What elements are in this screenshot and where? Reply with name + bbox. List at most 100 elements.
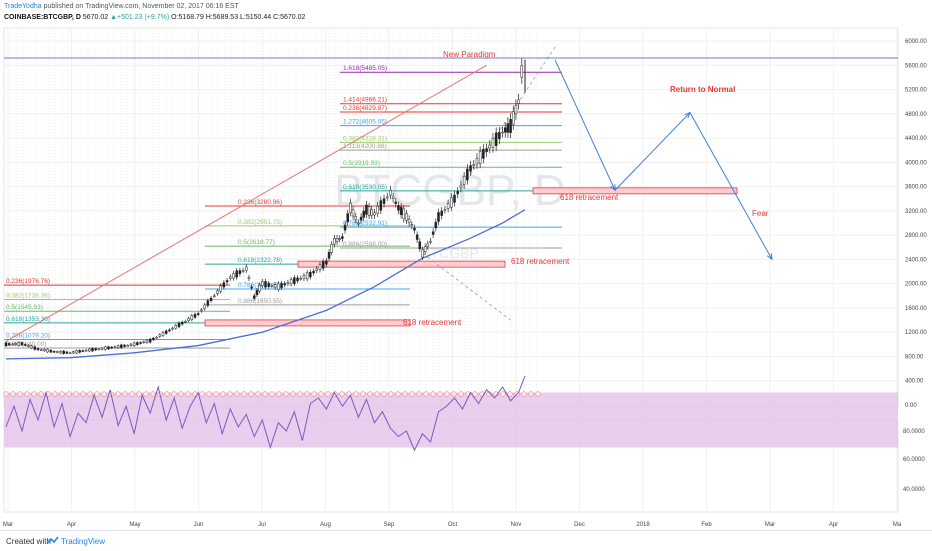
candle-body xyxy=(97,348,101,351)
event-marker xyxy=(437,391,443,397)
fib-level-label: 0.236(4829.87) xyxy=(343,105,387,112)
candle-body xyxy=(280,283,283,288)
candle-body xyxy=(399,206,403,215)
candle-body xyxy=(485,148,488,152)
fib-level-label: 1.618(5485.05) xyxy=(343,65,387,72)
projection-arrow-segment xyxy=(554,59,616,191)
fib-level-label: 0.5(3919.93) xyxy=(343,160,380,167)
x-tick-label: May xyxy=(129,522,140,528)
trendline-upper xyxy=(5,64,487,342)
event-marker xyxy=(101,391,107,397)
candle-body xyxy=(415,234,419,240)
chart-canvas[interactable]: Mar Apr May Jun Jul Aug Sep Oct Nov Dec 2018 Feb Mar… xyxy=(0,0,932,530)
candle-body xyxy=(65,351,69,354)
author-link[interactable]: TradeYodha xyxy=(4,3,42,10)
event-marker xyxy=(423,391,429,397)
event-marker xyxy=(213,391,219,397)
candle-body xyxy=(494,132,498,146)
event-marker xyxy=(94,391,100,397)
dashed-projection-line xyxy=(470,46,556,175)
candle-body xyxy=(299,277,302,280)
tradingview-logo-icon xyxy=(47,536,59,544)
annotation-label: Return to Normal xyxy=(670,85,735,94)
candle-body xyxy=(200,309,203,312)
candle-body xyxy=(501,131,504,134)
candle-body xyxy=(267,283,270,287)
candle-body xyxy=(418,241,422,250)
candle-body xyxy=(241,270,245,272)
fib-level-label: 1.272(4605.05) xyxy=(343,119,387,126)
candle-body xyxy=(196,313,200,315)
candle-body xyxy=(434,221,438,229)
fib-level-label: 0.886(2588.00) xyxy=(343,241,387,248)
event-marker xyxy=(290,391,296,397)
event-marker xyxy=(199,391,205,397)
candle-body xyxy=(245,266,248,271)
event-marker xyxy=(430,391,436,397)
event-marker xyxy=(234,391,240,397)
event-marker xyxy=(31,391,37,397)
tradingview-brand[interactable]: TradingView xyxy=(61,537,106,546)
candle-body xyxy=(123,344,126,347)
projection-arrowhead xyxy=(766,253,773,261)
candle-body xyxy=(365,204,368,215)
fib-level-label: 0.382(2951.73) xyxy=(238,219,282,226)
projection-arrow-segment xyxy=(689,112,773,260)
event-marker xyxy=(381,391,387,397)
rsi-tick-label: 40.0000 xyxy=(903,487,925,493)
event-marker xyxy=(185,391,191,397)
fib-level-label: 1.113(4200.68) xyxy=(343,143,387,150)
candle-body xyxy=(229,276,232,279)
price-tick-label: 2800.00 xyxy=(905,233,927,239)
event-marker xyxy=(59,391,65,397)
candle-body xyxy=(503,127,507,133)
candle-body xyxy=(27,345,30,347)
candle-body xyxy=(250,286,253,289)
footer-bar: Created with TradingView xyxy=(0,530,932,551)
price-change: ▲+501.23 (+9.7%) xyxy=(110,14,170,21)
candle-body xyxy=(446,203,450,209)
event-marker xyxy=(3,391,9,397)
candle-body xyxy=(56,351,59,353)
event-marker xyxy=(451,391,457,397)
retracement-zone xyxy=(204,319,411,327)
price-tick-label: 1600.00 xyxy=(905,306,927,312)
price-tick-label: 3600.00 xyxy=(905,185,927,191)
candle-body xyxy=(327,252,331,259)
event-marker xyxy=(304,391,310,397)
candle-body xyxy=(405,213,408,221)
candle-body xyxy=(305,272,309,280)
candle-body xyxy=(52,351,56,353)
candle-body xyxy=(142,341,146,344)
annotation-label: Fear xyxy=(752,209,769,218)
price-tick-label: 5600.00 xyxy=(905,63,927,69)
candle-body xyxy=(68,352,72,355)
candle-body xyxy=(180,321,184,325)
rsi-tick-label: 60.0000 xyxy=(903,457,925,463)
annotation-label: 618 retracement xyxy=(511,257,570,266)
candle-body xyxy=(498,132,501,140)
event-marker xyxy=(339,391,345,397)
candle-body xyxy=(472,164,475,167)
candle-body xyxy=(469,165,472,172)
candle-body xyxy=(7,343,11,346)
candle-body xyxy=(253,295,256,299)
candle-body xyxy=(343,224,347,231)
candle-body xyxy=(206,300,210,306)
candle-body xyxy=(20,342,24,346)
event-marker xyxy=(402,391,408,397)
candle-body xyxy=(491,137,495,148)
candle-body xyxy=(475,157,479,165)
event-marker xyxy=(507,391,513,397)
candle-body xyxy=(148,338,152,343)
candle-body xyxy=(104,346,107,350)
event-marker xyxy=(353,391,359,397)
event-marker xyxy=(66,391,72,397)
price-tick-label: 0.00 xyxy=(905,403,917,409)
candle-body xyxy=(261,281,264,287)
candle-body xyxy=(203,304,206,309)
annotation-label: 618 retracement xyxy=(560,193,619,202)
event-marker xyxy=(458,391,464,397)
candle-body xyxy=(129,343,133,346)
price-tick-label: 5200.00 xyxy=(905,88,927,94)
